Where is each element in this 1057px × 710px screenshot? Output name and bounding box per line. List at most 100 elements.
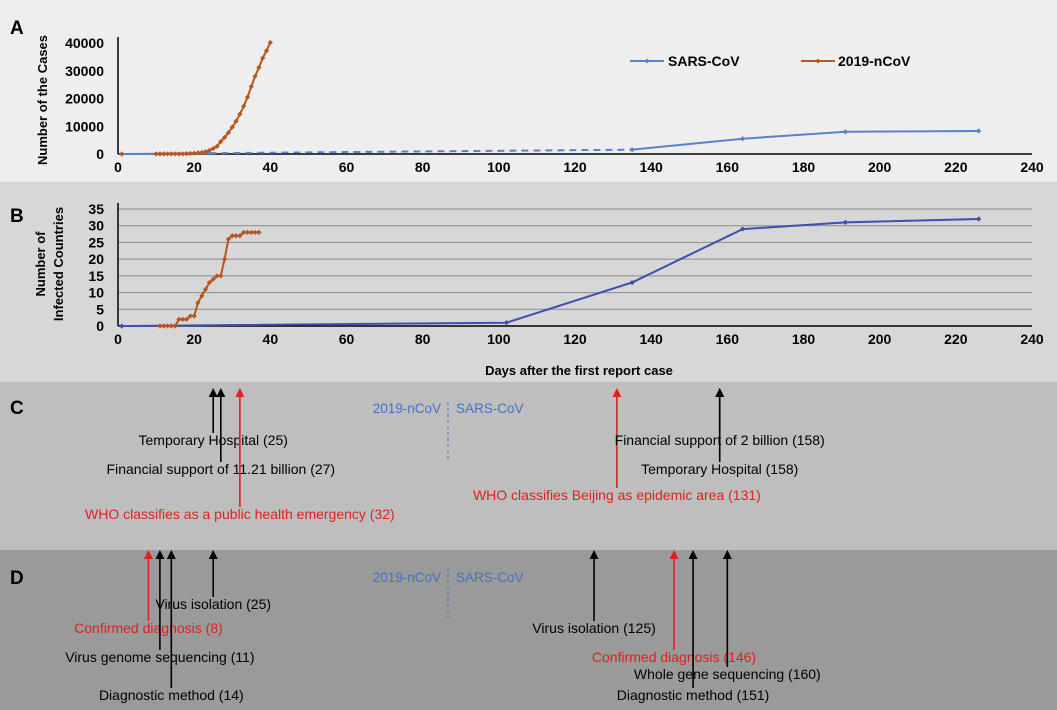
y-tick-label: 30000 (65, 63, 104, 79)
panel-a-background (0, 0, 1057, 182)
ncov-point (195, 150, 201, 156)
ncov-point (222, 256, 228, 262)
sars-series-line (121, 218, 979, 327)
ncov-point (210, 145, 216, 152)
ncov-point (256, 229, 262, 235)
c-event-arrowhead (715, 388, 725, 397)
y-tick-label: 30 (88, 218, 104, 234)
timeline-c-left-label: 2019-nCoV (373, 401, 441, 416)
ncov-point (161, 151, 167, 157)
sars-point (976, 216, 982, 222)
x-tick-label: 120 (563, 159, 587, 175)
ncov-point (187, 313, 193, 319)
sars-point (119, 323, 125, 329)
ncov-point (256, 64, 262, 71)
d-event-label: Virus isolation (25) (155, 596, 271, 612)
c-event-arrowhead (235, 388, 245, 397)
ncov-point (252, 229, 258, 235)
c-event-label: Financial support of 11.21 billion (27) (107, 461, 336, 477)
ncov-point (214, 143, 220, 149)
ncov-point (157, 323, 163, 329)
legend-ncov-marker (815, 58, 821, 64)
sars-point (629, 147, 635, 153)
ncov-point (229, 233, 235, 239)
ncov-point (176, 316, 182, 322)
chart-b-xlabel: Days after the first report case (485, 363, 673, 378)
x-tick-label: 200 (868, 331, 892, 347)
y-tick-label: 15 (88, 268, 104, 284)
d-event-arrowhead (589, 550, 599, 559)
sars-point (842, 129, 848, 135)
ncov-point (229, 124, 235, 130)
x-tick-label: 140 (639, 159, 663, 175)
timeline-d-left-label: 2019-nCoV (373, 570, 441, 585)
ncov-point (172, 151, 178, 157)
ncov-point (161, 323, 167, 329)
ncov-point (244, 229, 251, 235)
panel-d-letter: D (10, 568, 24, 589)
ncov-point (225, 236, 232, 242)
y-tick-label: 0 (96, 318, 104, 334)
c-event-label: Temporary Hospital (158) (641, 461, 798, 477)
panel-b-letter: B (10, 206, 24, 227)
ncov-point (248, 83, 254, 90)
timeline-c-right-label: SARS-CoV (456, 401, 524, 416)
sars-series-line (632, 130, 979, 151)
ncov-point (260, 55, 266, 61)
sars-point (629, 279, 635, 286)
x-tick-label: 180 (792, 331, 816, 347)
ncov-point (241, 229, 247, 235)
x-tick-label: 160 (716, 159, 740, 175)
ncov-point (252, 73, 258, 79)
d-event-label: Diagnostic method (151) (617, 687, 770, 703)
x-tick-label: 240 (1020, 159, 1044, 175)
d-event-arrowhead (208, 550, 218, 559)
ncov-point (172, 323, 178, 329)
timeline-d-right-label: SARS-CoV (456, 570, 524, 585)
x-tick-label: 80 (415, 159, 431, 175)
timeline-d-events: Virus isolation (25) Confirmed diagnosis … (65, 550, 821, 703)
x-tick-label: 160 (716, 331, 740, 347)
ncov-point (241, 103, 247, 109)
ncov-point (233, 233, 239, 239)
x-tick-label: 100 (487, 331, 511, 347)
d-event-arrowhead (155, 550, 165, 559)
d-event-label: Virus isolation (125) (532, 620, 655, 636)
x-tick-label: 0 (114, 159, 122, 175)
ncov-point (195, 300, 201, 306)
ncov-point (237, 233, 243, 239)
panel-b-background (0, 182, 1057, 382)
ncov-point (225, 130, 232, 136)
ncov-point (233, 118, 239, 124)
y-tick-label: 25 (88, 234, 104, 250)
sars-point (739, 226, 746, 232)
c-event-label: Temporary Hospital (25) (139, 432, 288, 448)
y-tick-label: 5 (96, 301, 104, 317)
d-event-arrowhead (143, 550, 153, 559)
sars-series-line (209, 148, 633, 155)
d-event-arrowhead (669, 550, 679, 559)
sars-point (739, 136, 746, 142)
ncov-point (210, 276, 216, 282)
ncov-point (180, 316, 186, 322)
ncov-point (214, 273, 220, 279)
legend: SARS-CoV 2019-nCoV (630, 53, 911, 69)
x-tick-label: 40 (263, 159, 279, 175)
timeline-c-events: Temporary Hospital (25) Financial support… (85, 388, 825, 522)
ncov-point (218, 138, 224, 145)
d-event-label: Whole gene sequencing (160) (634, 666, 821, 682)
d-event-arrowhead (166, 550, 176, 559)
chart-b-ylabel-line1: Number of (33, 231, 48, 297)
ncov-point (244, 94, 251, 100)
ncov-point (202, 286, 209, 292)
sars-point (976, 128, 982, 134)
ncov-point (119, 151, 125, 157)
x-tick-label: 20 (186, 159, 202, 175)
y-tick-label: 35 (88, 201, 104, 217)
y-tick-label: 20 (88, 251, 104, 267)
legend-sars-label: SARS-CoV (668, 53, 740, 69)
y-tick-label: 10 (88, 285, 104, 301)
x-tick-label: 200 (868, 159, 892, 175)
y-tick-label: 20000 (65, 91, 104, 107)
